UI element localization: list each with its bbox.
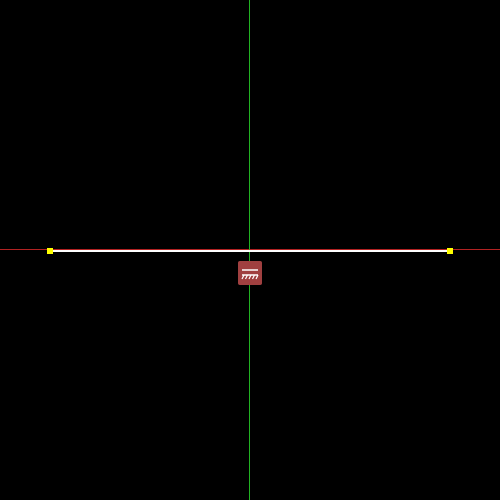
horizontal-constraint-badge[interactable] (238, 261, 262, 285)
line-end-point[interactable] (447, 248, 453, 254)
x-axis-line (0, 249, 500, 250)
horizontal-constraint-icon (241, 269, 259, 280)
line-start-point[interactable] (47, 248, 53, 254)
sketch-line-segment[interactable] (50, 250, 450, 252)
